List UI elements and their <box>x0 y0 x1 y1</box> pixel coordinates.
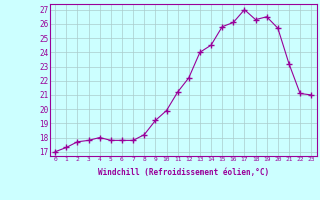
X-axis label: Windchill (Refroidissement éolien,°C): Windchill (Refroidissement éolien,°C) <box>98 168 269 177</box>
